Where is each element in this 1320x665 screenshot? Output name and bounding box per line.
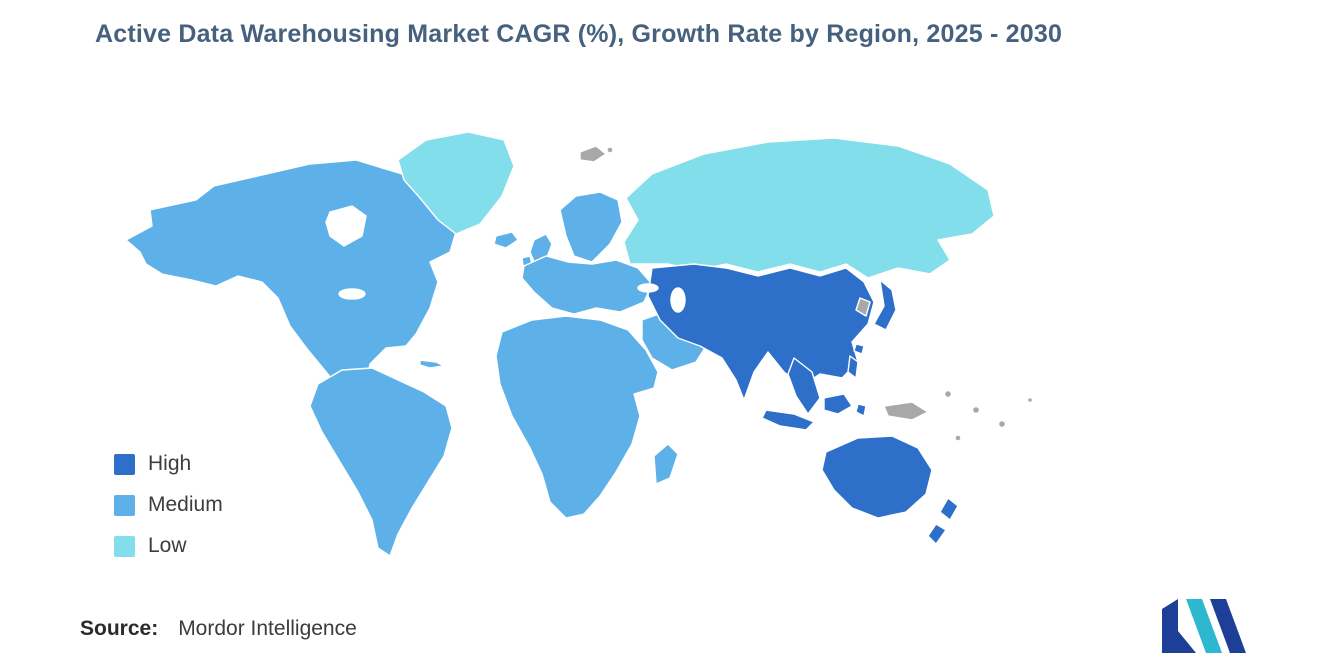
region-europe xyxy=(521,255,653,315)
region-iceland xyxy=(493,231,519,249)
region-svalbard xyxy=(579,145,607,163)
region-pacific-island-1 xyxy=(943,389,953,399)
region-pacific-island-2 xyxy=(971,405,981,415)
source-value: Mordor Intelligence xyxy=(178,617,357,640)
legend-item-medium: Medium xyxy=(114,493,223,517)
region-australia xyxy=(821,435,933,519)
region-caribbean xyxy=(419,359,445,369)
high-regions-group xyxy=(647,263,959,545)
low-regions-group xyxy=(397,131,995,279)
source-line: Source: Mordor Intelligence xyxy=(80,617,357,641)
region-greenland xyxy=(397,131,515,235)
caspian-sea xyxy=(670,287,686,313)
logo-left-stroke xyxy=(1162,599,1196,653)
region-indonesia-sumatra-java xyxy=(761,409,815,431)
region-scandinavia xyxy=(559,191,623,263)
chart-title: Active Data Warehousing Market CAGR (%),… xyxy=(95,20,1063,48)
medium-regions-group xyxy=(125,159,711,557)
legend-swatch-low xyxy=(114,535,135,557)
hudson-bay xyxy=(325,205,367,247)
legend-item-high: High xyxy=(114,452,223,476)
region-russia xyxy=(623,137,995,279)
region-pacific-island-4 xyxy=(954,434,962,442)
region-north-america xyxy=(125,159,457,449)
region-africa xyxy=(495,315,659,519)
region-indochina xyxy=(787,357,821,415)
legend-swatch-high xyxy=(114,453,135,475)
region-papua-new-guinea xyxy=(883,401,929,421)
region-pacific-island-5 xyxy=(1026,396,1034,404)
legend-item-low: Low xyxy=(114,534,223,558)
region-svalbard-islet xyxy=(606,146,614,154)
region-indonesia-borneo xyxy=(823,393,853,415)
logo-middle-stroke xyxy=(1186,599,1222,653)
region-south-america xyxy=(309,367,453,557)
region-indonesia-sulawesi xyxy=(855,403,867,417)
black-sea xyxy=(637,283,659,293)
region-korea xyxy=(855,297,871,317)
logo-right-stroke xyxy=(1210,599,1246,653)
legend-label-medium: Medium xyxy=(148,493,223,516)
source-label: Source: xyxy=(80,617,159,640)
region-new-zealand-south xyxy=(927,523,947,545)
legend-swatch-medium xyxy=(114,494,135,516)
legend-label-low: Low xyxy=(148,534,187,557)
region-japan xyxy=(873,279,897,331)
legend-label-high: High xyxy=(148,452,192,475)
mordor-intelligence-logo xyxy=(1162,599,1246,653)
region-philippines xyxy=(847,355,859,379)
region-madagascar xyxy=(653,443,679,485)
legend: High Medium Low xyxy=(114,452,223,558)
region-taiwan xyxy=(853,343,865,355)
water-bodies xyxy=(325,205,686,313)
great-lakes xyxy=(338,288,366,300)
uncovered-regions-group xyxy=(579,145,1034,442)
region-new-zealand-north xyxy=(939,497,959,521)
region-pacific-island-3 xyxy=(997,419,1007,429)
region-asia-pacific-mainland xyxy=(647,263,875,401)
